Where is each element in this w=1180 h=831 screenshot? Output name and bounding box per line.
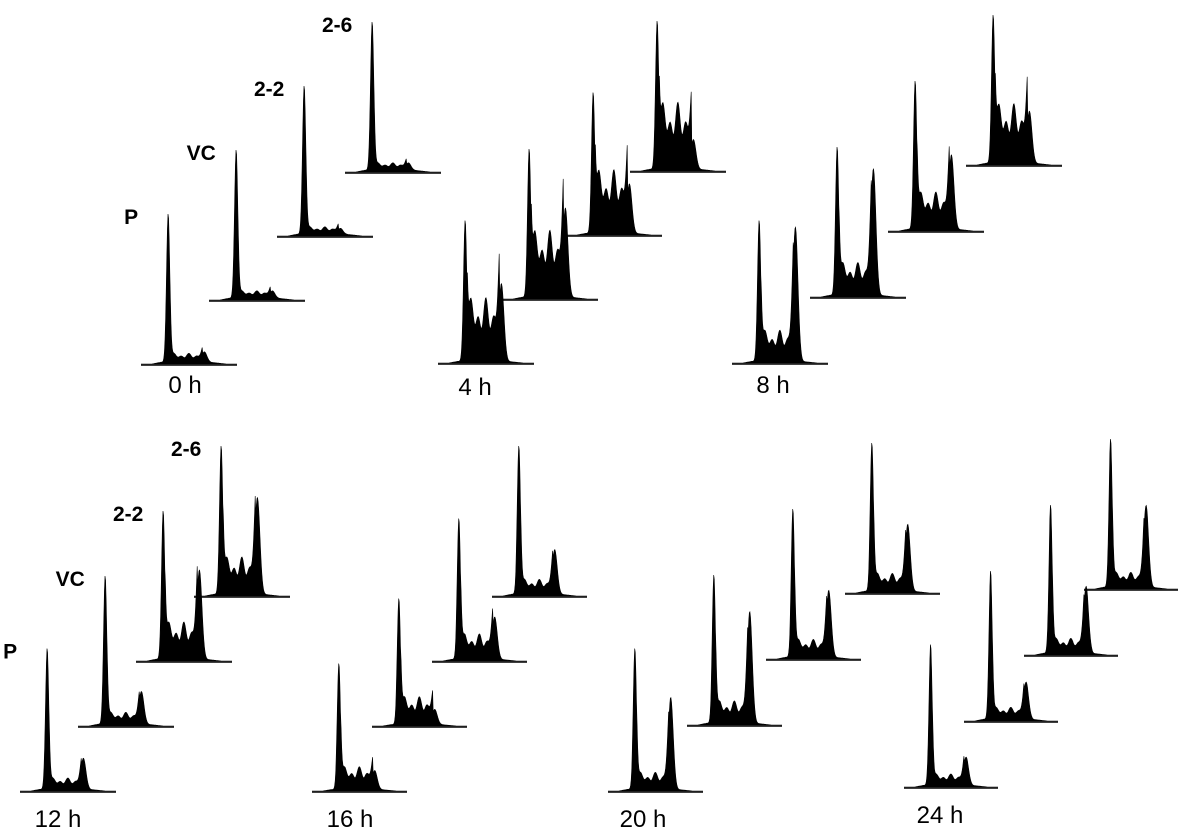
timepoint-group: P VC 2-2 2-6 0 h: [124, 14, 441, 399]
histogram-p: [20, 648, 116, 792]
timepoint-label: 20 h: [620, 806, 667, 831]
sample-label: P: [124, 206, 138, 229]
histogram-2-6: [630, 20, 726, 172]
timepoint-group: P VC 2-2 2-6 12 h: [3, 438, 290, 831]
sample-label: 2-2: [254, 78, 284, 101]
timepoint-label: 4 h: [458, 374, 491, 401]
timepoint-label: 0 h: [168, 372, 201, 399]
histogram-p: [438, 220, 534, 364]
histogram-vc: [209, 149, 305, 301]
histogram-2-2: [136, 510, 232, 662]
histogram-2-6: [1084, 438, 1178, 590]
histogram-vc: [964, 570, 1058, 722]
histogram-2-2: [888, 80, 984, 232]
histogram-2-2: [766, 508, 861, 660]
histogram-vc: [372, 598, 467, 727]
histogram-vc: [502, 148, 598, 300]
histogram-2-6: [845, 442, 940, 594]
timepoint-label: 24 h: [917, 802, 964, 829]
histogram-vc: [810, 146, 906, 298]
timepoint-label: 8 h: [756, 372, 789, 399]
histogram-2-6: [492, 445, 587, 597]
timepoint-group: 8 h: [732, 14, 1062, 399]
timepoint-label: 16 h: [327, 806, 374, 831]
histogram-p: [312, 663, 407, 792]
timepoint-group: 4 h: [438, 20, 726, 401]
sample-label: 2-2: [113, 503, 143, 526]
timepoint-group: 20 h: [608, 442, 940, 831]
timepoint-group: 24 h: [904, 438, 1178, 829]
timepoint-label: 12 h: [35, 806, 82, 831]
histogram-2-2: [566, 92, 662, 236]
histogram-vc: [78, 575, 174, 727]
sample-label: VC: [56, 568, 85, 591]
histogram-vc: [687, 574, 782, 726]
histogram-p: [732, 220, 828, 364]
sample-label: P: [3, 641, 17, 664]
histogram-2-2: [277, 85, 373, 237]
histogram-p: [904, 644, 998, 788]
histogram-2-2: [432, 518, 527, 662]
histogram-2-6: [345, 21, 441, 173]
sample-label: VC: [187, 142, 216, 165]
sample-label: 2-6: [171, 438, 201, 461]
histogram-2-6: [966, 14, 1062, 166]
histogram-2-2: [1024, 504, 1118, 656]
sample-label: 2-6: [322, 14, 352, 37]
histogram-p: [608, 648, 703, 792]
timepoint-group: 16 h: [312, 445, 587, 831]
histogram-2-6: [194, 445, 290, 597]
histogram-p: [141, 213, 237, 365]
